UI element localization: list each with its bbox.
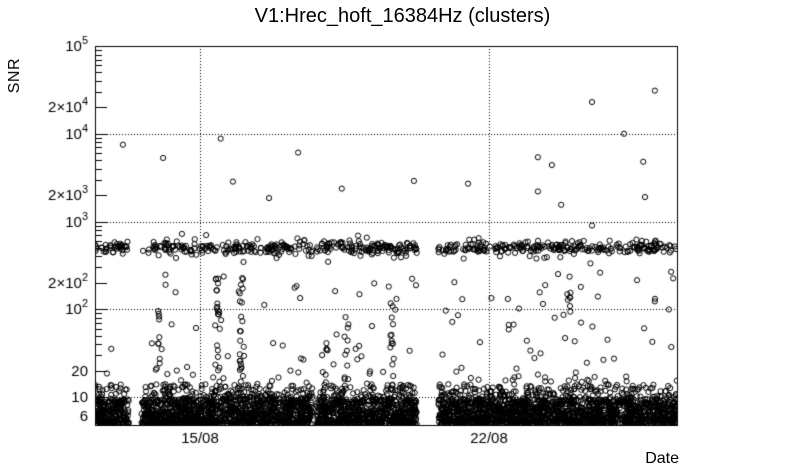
chart-title: V1:Hrec_hoft_16384Hz (clusters) xyxy=(254,5,551,27)
x-axis-label: Date xyxy=(645,450,679,467)
y-axis-label: SNR xyxy=(6,58,23,94)
